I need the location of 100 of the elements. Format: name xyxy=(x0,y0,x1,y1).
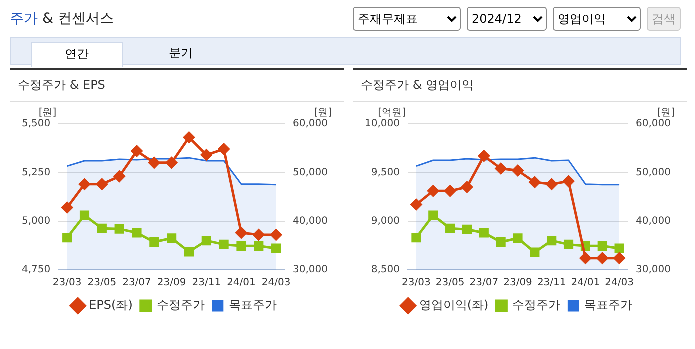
x-tick-label: 23/05 xyxy=(88,278,117,289)
point xyxy=(148,157,160,169)
point xyxy=(563,176,575,188)
point xyxy=(461,182,473,194)
point xyxy=(272,244,282,254)
y2-tick-label: 60,000 xyxy=(293,118,328,130)
point xyxy=(529,176,541,188)
point xyxy=(428,210,438,220)
point xyxy=(254,241,264,251)
point xyxy=(410,199,422,211)
y2-tick-label: 60,000 xyxy=(636,118,672,130)
point xyxy=(495,163,507,175)
point xyxy=(131,146,143,158)
point xyxy=(614,252,626,264)
point xyxy=(166,157,178,169)
point xyxy=(596,252,608,264)
point xyxy=(236,227,248,239)
x-tick-label: 23/09 xyxy=(504,278,532,289)
text: 연간 xyxy=(31,42,123,67)
y-tick-label: 4,750 xyxy=(22,264,51,276)
x-tick-label: 23/11 xyxy=(537,278,566,289)
text: 주재무제표 xyxy=(353,7,461,31)
point xyxy=(184,247,194,257)
point xyxy=(97,224,107,234)
point xyxy=(202,236,212,246)
point xyxy=(547,236,557,246)
y2-tick-label: 50,000 xyxy=(636,167,672,178)
point xyxy=(270,229,282,241)
point xyxy=(200,149,212,161)
point xyxy=(167,234,177,244)
y2-tick-label: 40,000 xyxy=(293,216,328,227)
legend-label: 목표주가 xyxy=(584,298,633,312)
point xyxy=(462,224,472,234)
point xyxy=(614,244,624,254)
y2-tick-label: 40,000 xyxy=(636,216,672,227)
y2-axis-title: [원] xyxy=(657,108,676,119)
x-tick-label: 23/05 xyxy=(436,278,465,289)
point xyxy=(80,210,90,220)
text: 2024/12 xyxy=(467,7,547,31)
y-tick-label: 9,500 xyxy=(371,167,400,178)
point xyxy=(598,241,608,251)
point xyxy=(253,229,265,241)
point xyxy=(236,241,246,251)
point xyxy=(479,228,489,238)
point xyxy=(218,144,230,156)
point xyxy=(564,240,574,250)
x-tick-label: 24/01 xyxy=(571,278,600,289)
x-tick-label: 24/03 xyxy=(262,278,291,289)
y-axis-title: [억원] xyxy=(378,108,406,119)
point xyxy=(96,178,108,190)
point xyxy=(580,252,592,264)
y-tick-label: 10,000 xyxy=(364,118,400,130)
text: 영업이익 xyxy=(553,7,641,31)
point xyxy=(114,170,126,182)
point xyxy=(79,178,90,190)
legend-label: 수정주가 xyxy=(156,298,205,312)
legend-label: EPS(좌) xyxy=(89,298,133,312)
point xyxy=(444,185,456,197)
point xyxy=(150,237,160,248)
point xyxy=(114,224,124,234)
point xyxy=(512,164,524,176)
point xyxy=(428,185,440,197)
y2-tick-label: 30,000 xyxy=(293,264,328,276)
y-tick-label: 5,500 xyxy=(22,118,51,130)
point xyxy=(412,233,422,243)
y-tick-label: 9,000 xyxy=(371,216,400,227)
y2-tick-label: 30,000 xyxy=(636,264,672,276)
point xyxy=(530,248,540,258)
point xyxy=(513,234,523,244)
x-tick-label: 24/03 xyxy=(605,278,634,289)
legend-label: 목표주가 xyxy=(228,298,277,312)
point xyxy=(219,240,229,250)
x-tick-label: 23/03 xyxy=(402,278,431,289)
y2-tick-label: 50,000 xyxy=(293,167,328,178)
x-tick-label: 23/07 xyxy=(470,278,499,289)
x-tick-label: 23/03 xyxy=(52,278,82,289)
y-tick-label: 5,000 xyxy=(22,216,51,227)
chart-title: 수정주가 & 영업이익 xyxy=(353,70,687,102)
point xyxy=(446,224,456,234)
point xyxy=(132,228,142,238)
legend-label: 영업이익(좌) xyxy=(419,298,489,312)
x-tick-label: 23/07 xyxy=(122,278,152,289)
x-tick-label: 24/01 xyxy=(227,278,256,289)
point xyxy=(478,150,490,162)
point xyxy=(62,202,74,214)
chart-title: 수정주가 & EPS xyxy=(10,70,344,102)
point xyxy=(183,132,195,144)
y-tick-label: 5,250 xyxy=(22,167,51,178)
x-tick-label: 23/11 xyxy=(192,278,222,289)
y2-axis-title: [원] xyxy=(314,108,332,119)
text: 주가 & 컨센서스 xyxy=(10,10,114,28)
point xyxy=(546,178,558,190)
text: 분기 xyxy=(168,45,194,62)
x-tick-label: 23/09 xyxy=(157,278,186,289)
y-axis-title: [원] xyxy=(38,108,57,119)
legend-label: 수정주가 xyxy=(512,298,561,312)
y-tick-label: 8,500 xyxy=(371,264,400,276)
point xyxy=(62,233,72,243)
text: 검색 xyxy=(647,7,681,31)
point xyxy=(496,237,506,248)
